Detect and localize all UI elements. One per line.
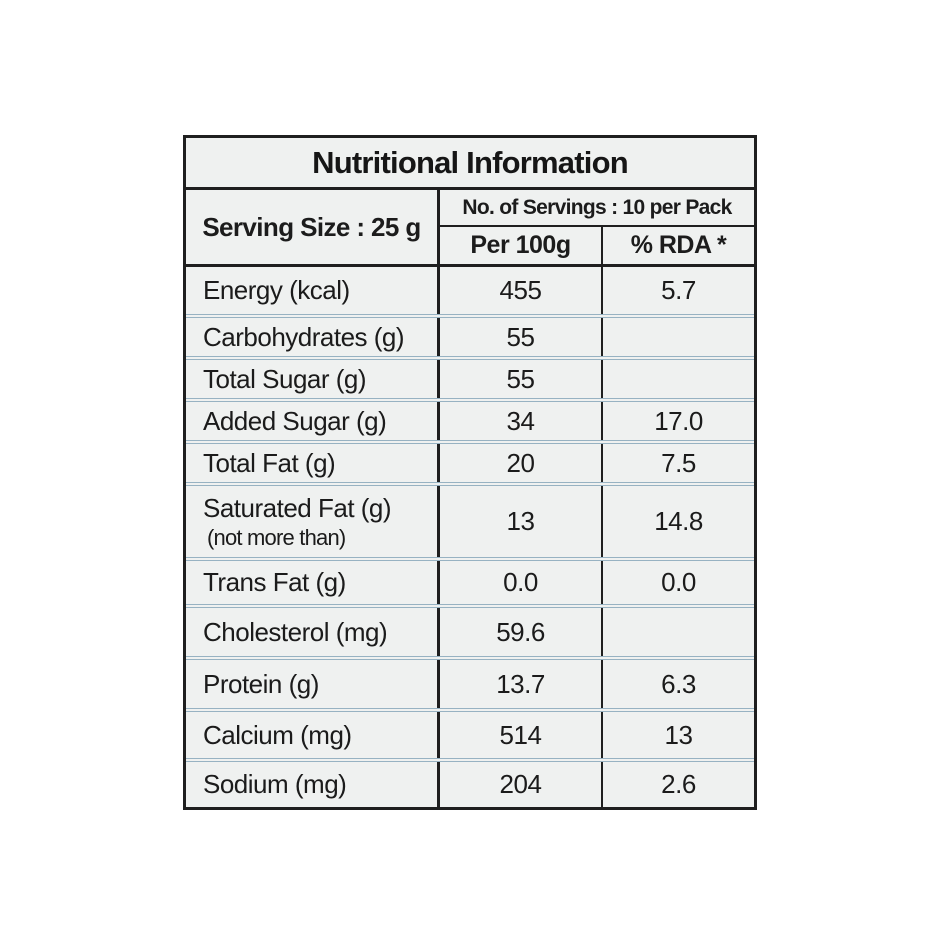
nutrient-label: Total Fat (g) (203, 447, 336, 478)
nutrient-label-cell: Trans Fat (g) (186, 561, 440, 604)
nutrient-label: Total Sugar (g) (203, 363, 367, 394)
nutrient-label: Trans Fat (g) (203, 567, 346, 597)
per-100g-value: 55 (440, 318, 603, 356)
per-100g-value: 514 (440, 712, 603, 758)
table-row: Calcium (mg) 514 13 (186, 708, 754, 758)
nutrient-label: Saturated Fat (g) (203, 492, 392, 523)
nutrient-label: Protein (g) (203, 668, 319, 699)
nutrient-label: Carbohydrates (g) (203, 321, 405, 352)
table-row: Energy (kcal) 455 5.7 (186, 267, 754, 314)
nutrition-table: Nutritional Information Serving Size : 2… (183, 135, 757, 810)
nutrition-table-header: Nutritional Information (186, 138, 754, 190)
page-title: Nutritional Information (312, 144, 628, 180)
per-100g-value: 204 (440, 762, 603, 807)
rda-value: 13 (664, 719, 693, 750)
table-header-band: Serving Size : 25 g No. of Servings : 10… (186, 190, 754, 267)
rda-value: 2.6 (661, 769, 696, 799)
per-100g-value: 20 (440, 444, 603, 482)
rda-value: 14.8 (654, 506, 703, 536)
rda-value: 7.5 (661, 447, 696, 478)
rda-value: 6.3 (661, 668, 696, 699)
nutrient-label: Sodium (mg) (203, 769, 347, 799)
table-row: Saturated Fat (g) (not more than) 13 14.… (186, 482, 754, 557)
table-row: Added Sugar (g) 34 17.0 (186, 398, 754, 440)
table-row: Total Sugar (g) 55 (186, 356, 754, 398)
nutrient-label-cell: Protein (g) (186, 660, 440, 708)
nutrient-label: Added Sugar (g) (203, 405, 387, 436)
nutrient-label-cell: Calcium (mg) (186, 712, 440, 758)
nutrient-label-cell: Total Fat (g) (186, 444, 440, 482)
table-row: Cholesterol (mg) 59.6 (186, 604, 754, 656)
column-header-rda: % RDA * (630, 231, 727, 259)
per-100g-value: 34 (440, 402, 603, 440)
nutrient-label: Energy (kcal) (203, 275, 350, 305)
per-100g-value: 55 (440, 360, 603, 398)
rda-value (603, 360, 754, 398)
data-rows: Energy (kcal) 455 5.7 Carbohydrates (g) … (186, 267, 754, 807)
servings-cell: No. of Servings : 10 per Pack (440, 190, 754, 227)
rda-value: 5.7 (661, 275, 696, 305)
rda-value (603, 608, 754, 656)
header-right-section: No. of Servings : 10 per Pack Per 100g %… (440, 190, 754, 264)
rda-value (603, 318, 754, 356)
nutrient-label-cell: Total Sugar (g) (186, 360, 440, 398)
per-100g-value: 59.6 (440, 608, 603, 656)
table-row: Total Fat (g) 20 7.5 (186, 440, 754, 482)
nutrient-label-cell: Energy (kcal) (186, 267, 440, 314)
nutrient-label-cell: Added Sugar (g) (186, 402, 440, 440)
table-row: Protein (g) 13.7 6.3 (186, 656, 754, 708)
rda-value: 17.0 (654, 405, 703, 436)
nutrient-label-cell: Sodium (mg) (186, 762, 440, 807)
serving-size-label: Serving Size : 25 g (202, 211, 421, 242)
per-100g-value: 0.0 (440, 561, 603, 604)
table-row: Carbohydrates (g) 55 (186, 314, 754, 356)
nutrient-label-cell: Carbohydrates (g) (186, 318, 440, 356)
nutrient-label-cell: Cholesterol (mg) (186, 608, 440, 656)
nutrient-sublabel: (not more than) (207, 524, 346, 550)
nutrient-label: Calcium (mg) (203, 719, 352, 750)
serving-size-cell: Serving Size : 25 g (186, 190, 440, 264)
per-100g-value: 13 (440, 486, 603, 557)
table-row: Sodium (mg) 204 2.6 (186, 758, 754, 807)
rda-value: 0.0 (661, 567, 696, 597)
servings-label: No. of Servings : 10 per Pack (462, 195, 732, 219)
table-row: Trans Fat (g) 0.0 0.0 (186, 557, 754, 604)
per-100g-value: 455 (440, 267, 603, 314)
column-headers-row: Per 100g % RDA * (440, 227, 754, 264)
per-100g-value: 13.7 (440, 660, 603, 708)
column-header-per-100g: Per 100g (440, 227, 603, 264)
nutrient-label: Cholesterol (mg) (203, 616, 388, 647)
nutrient-label-cell: Saturated Fat (g) (not more than) (186, 486, 440, 557)
